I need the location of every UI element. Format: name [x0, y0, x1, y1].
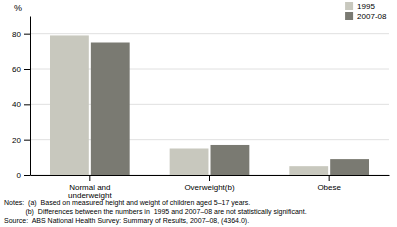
y-tick-mark [24, 140, 30, 141]
x-tick-label-line: Overweight(b) [184, 183, 235, 192]
bar [330, 159, 369, 175]
y-tick-label: 20 [12, 136, 21, 145]
legend-swatch [345, 12, 353, 20]
y-axis-line [30, 17, 31, 176]
legend-label: 2007-08 [357, 12, 387, 21]
x-tick: Normal andunderweight [68, 175, 112, 200]
x-tick-label: Overweight(b) [184, 183, 235, 192]
chart-container: 0 20 40 60 80 Normal andunderweight Overweight… [0, 0, 397, 227]
legend-swatch [345, 2, 353, 10]
grid-line [30, 33, 389, 34]
legend-item: 1995 [345, 2, 375, 11]
bar [211, 145, 250, 175]
x-tick-label-line: Obese [317, 183, 341, 192]
y-tick: 0 [17, 171, 30, 180]
legend-item: 2007-08 [345, 12, 387, 21]
x-tick-mark [89, 175, 90, 181]
y-tick-label: 80 [12, 30, 21, 39]
bar [170, 149, 209, 176]
bars [50, 35, 369, 175]
chart-svg: 0 20 40 60 80 Normal andunderweight Overweight… [0, 0, 397, 227]
y-axis: 0 20 40 60 80 [12, 17, 30, 181]
annotation: Notes: (a) Based on measured height and … [4, 199, 250, 207]
grid [30, 34, 389, 175]
x-tick-mark [209, 175, 210, 181]
y-tick-mark [24, 69, 30, 70]
y-tick: 40 [12, 100, 30, 109]
y-tick-mark [24, 34, 30, 35]
bar [50, 35, 89, 175]
x-axis: Normal andunderweight Overweight(b) Obese [31, 175, 390, 200]
annotations: Notes: (a) Based on measured height and … [4, 199, 307, 225]
x-tick-label: Normal andunderweight [68, 183, 112, 201]
y-tick: 60 [12, 65, 30, 74]
x-tick-label: Obese [317, 183, 341, 192]
bar [289, 166, 328, 175]
y-tick: 80 [12, 30, 30, 39]
x-tick: Overweight(b) [184, 175, 235, 192]
y-tick-mark [24, 175, 30, 176]
legend-label: 1995 [357, 2, 375, 11]
y-axis-title: % [14, 3, 22, 13]
y-tick: 20 [12, 136, 30, 145]
bar [91, 43, 130, 176]
bar-series [50, 35, 328, 175]
legend: 19952007-08 [345, 2, 387, 21]
y-tick-mark [24, 104, 30, 105]
y-tick-label: 60 [12, 65, 21, 74]
y-tick-label: 40 [12, 100, 21, 109]
x-tick: Obese [317, 175, 341, 192]
bar-series [91, 43, 369, 176]
x-tick-label-line: Normal and [69, 183, 110, 192]
y-tick-label: 0 [17, 171, 22, 180]
annotation: (b) Differences between the numbers in 1… [4, 208, 307, 216]
x-tick-mark [329, 175, 330, 181]
annotation: Source: ABS National Health Survey: Summ… [4, 217, 249, 225]
